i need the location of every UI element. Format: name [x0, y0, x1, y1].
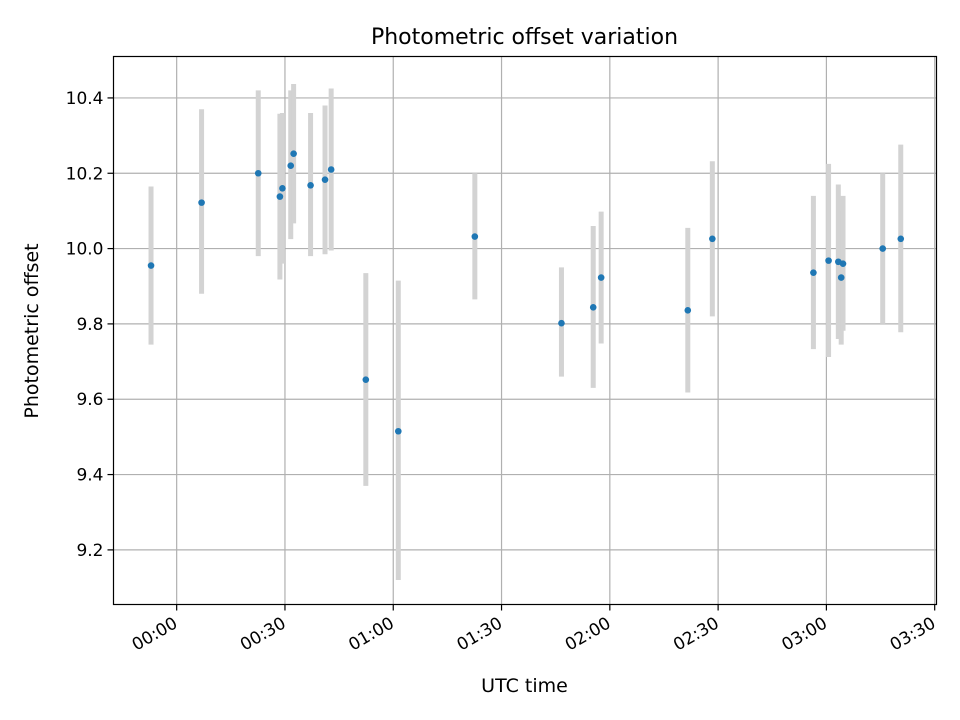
data-point: [589, 304, 597, 311]
error-bars: [148, 83, 904, 581]
data-point: [287, 162, 295, 170]
data-point: [395, 427, 402, 435]
x-tick-label: 00:00: [129, 614, 181, 656]
data-point: [276, 193, 284, 200]
y-tick-label: 10.0: [66, 240, 104, 260]
y-tick-label: 9.6: [76, 390, 103, 410]
y-tick-label: 9.8: [76, 315, 103, 335]
y-tick-label: 10.2: [66, 164, 104, 184]
data-point: [684, 307, 692, 314]
data-point: [597, 274, 605, 281]
data-point: [810, 269, 817, 276]
y-axis-ticks: 9.2 9.4 9.6 9.8 10.0 10.2 10.4: [66, 89, 114, 561]
data-point: [254, 169, 262, 177]
plot-frame: [112, 55, 938, 606]
data-point: [839, 260, 847, 267]
x-axis-label: UTC time: [481, 675, 568, 697]
grid-lines: [113, 56, 937, 605]
data-point: [147, 262, 155, 269]
data-point: [362, 376, 370, 383]
data-point: [825, 257, 832, 264]
data-point: [279, 185, 286, 192]
chart-title: Photometric offset variation: [371, 25, 678, 50]
x-tick-label: 01:00: [345, 614, 397, 656]
data-point: [307, 182, 314, 189]
data-point: [558, 319, 565, 327]
data-point: [198, 199, 205, 206]
y-tick-label: 9.4: [76, 466, 103, 486]
y-tick-label: 9.2: [76, 541, 103, 561]
data-point: [709, 235, 716, 243]
data-point: [321, 176, 329, 183]
data-point: [471, 233, 479, 240]
x-tick-label: 03:30: [887, 614, 939, 656]
data-point: [897, 235, 905, 243]
x-axis-ticks: 00:00 00:30 01:00 01:30 02:00 02:30 03:00 03:30: [129, 604, 939, 656]
x-tick-label: 03:00: [778, 614, 830, 656]
data-points: [147, 150, 905, 435]
x-tick-label: 02:30: [670, 614, 722, 656]
data-point: [290, 150, 297, 157]
data-point: [879, 245, 887, 252]
y-tick-label: 10.4: [66, 89, 104, 109]
data-point: [837, 274, 845, 281]
x-tick-label: 01:30: [454, 614, 506, 656]
x-tick-label: 02:00: [562, 614, 614, 656]
x-tick-label: 00:30: [237, 614, 289, 656]
y-axis-label: Photometric offset: [21, 243, 43, 418]
data-point: [327, 166, 335, 173]
